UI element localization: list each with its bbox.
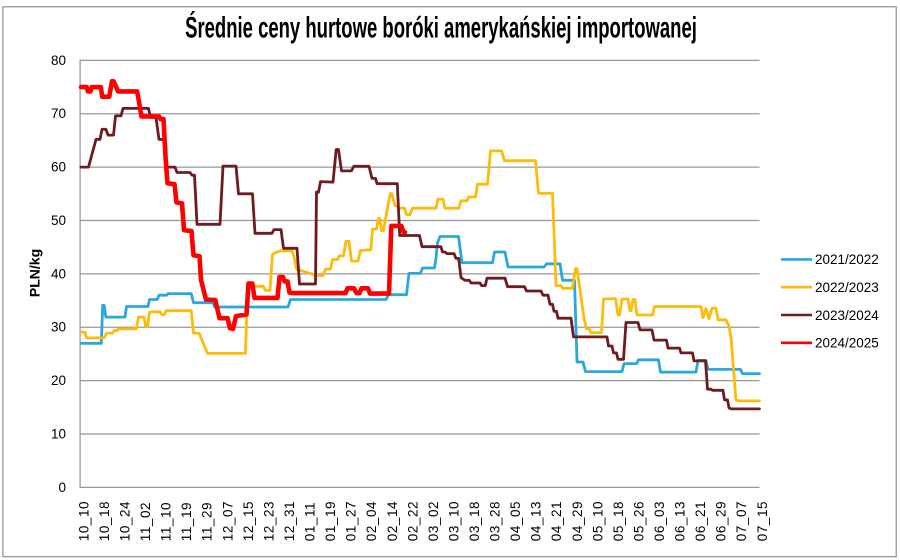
svg-text:11_10: 11_10 bbox=[159, 502, 174, 541]
svg-text:0: 0 bbox=[58, 480, 66, 495]
svg-text:50: 50 bbox=[51, 213, 66, 228]
svg-text:80: 80 bbox=[51, 53, 66, 68]
svg-text:2021/2022: 2021/2022 bbox=[815, 252, 879, 267]
svg-text:05_10: 05_10 bbox=[590, 501, 605, 541]
svg-text:12_07: 12_07 bbox=[220, 501, 235, 541]
svg-text:01_11: 01_11 bbox=[303, 502, 318, 541]
svg-text:20: 20 bbox=[51, 373, 66, 388]
svg-text:06_21: 06_21 bbox=[693, 501, 708, 541]
svg-text:12_23: 12_23 bbox=[261, 501, 276, 541]
svg-text:2022/2023: 2022/2023 bbox=[815, 280, 879, 295]
svg-text:01_27: 01_27 bbox=[344, 501, 359, 541]
svg-text:06_03: 06_03 bbox=[652, 501, 667, 541]
svg-text:11_19: 11_19 bbox=[179, 502, 194, 541]
svg-text:04_13: 04_13 bbox=[529, 501, 544, 541]
svg-text:03_02: 03_02 bbox=[426, 501, 441, 541]
svg-text:70: 70 bbox=[51, 106, 66, 121]
svg-text:07_15: 07_15 bbox=[755, 501, 770, 541]
svg-text:02_04: 02_04 bbox=[364, 501, 379, 541]
svg-text:06_29: 06_29 bbox=[714, 501, 729, 541]
svg-text:10: 10 bbox=[51, 426, 66, 441]
svg-text:10_24: 10_24 bbox=[118, 501, 133, 541]
svg-text:12_31: 12_31 bbox=[282, 501, 297, 541]
svg-text:10_10: 10_10 bbox=[76, 501, 91, 541]
svg-text:02_14: 02_14 bbox=[385, 501, 400, 541]
svg-text:10_18: 10_18 bbox=[97, 501, 112, 541]
svg-text:PLN/kg: PLN/kg bbox=[27, 249, 43, 297]
svg-text:Średnie ceny hurtowe boróki am: Średnie ceny hurtowe boróki amerykańskie… bbox=[185, 11, 697, 45]
svg-text:04_05: 04_05 bbox=[508, 501, 523, 541]
svg-text:07_07: 07_07 bbox=[734, 501, 749, 541]
svg-text:03_10: 03_10 bbox=[446, 501, 461, 541]
svg-text:11_02: 11_02 bbox=[138, 502, 153, 541]
svg-text:11_29: 11_29 bbox=[200, 502, 215, 541]
svg-text:02_22: 02_22 bbox=[405, 501, 420, 541]
svg-text:05_18: 05_18 bbox=[611, 501, 626, 541]
svg-text:04_21: 04_21 bbox=[549, 501, 564, 541]
svg-text:06_13: 06_13 bbox=[673, 501, 688, 541]
svg-text:05_26: 05_26 bbox=[632, 501, 647, 541]
svg-text:60: 60 bbox=[51, 160, 66, 175]
svg-text:01_19: 01_19 bbox=[323, 501, 338, 541]
svg-text:03_28: 03_28 bbox=[488, 501, 503, 541]
svg-text:2023/2024: 2023/2024 bbox=[815, 308, 879, 323]
svg-text:40: 40 bbox=[51, 266, 66, 281]
svg-text:04_29: 04_29 bbox=[570, 501, 585, 541]
svg-text:30: 30 bbox=[51, 320, 66, 335]
svg-text:03_18: 03_18 bbox=[467, 501, 482, 541]
svg-text:2024/2025: 2024/2025 bbox=[815, 336, 879, 351]
svg-text:12_15: 12_15 bbox=[241, 501, 256, 541]
